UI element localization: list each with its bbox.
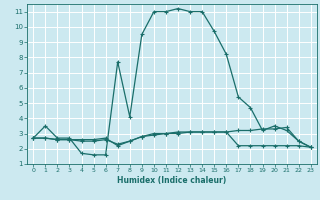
X-axis label: Humidex (Indice chaleur): Humidex (Indice chaleur)	[117, 176, 227, 185]
